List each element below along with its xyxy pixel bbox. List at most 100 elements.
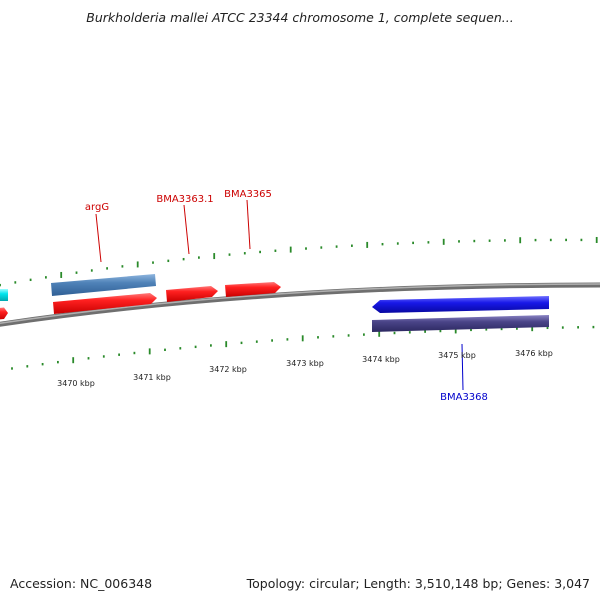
gene-label-argG[interactable]: argG: [85, 202, 109, 213]
inner-ring-major-tick: [72, 357, 75, 364]
inner-ring-minor-tick: [57, 360, 59, 364]
outer-ring-minor-tick: [427, 241, 430, 244]
scale-label-3475: 3475 kbp: [438, 351, 476, 360]
outer-ring-minor-tick: [167, 259, 170, 263]
inner-ring-major-tick: [301, 335, 304, 342]
scale-label-3472: 3472 kbp: [209, 365, 247, 374]
gene-steelblue[interactable]: [51, 274, 156, 296]
outer-ring-minor-tick: [565, 238, 567, 242]
inner-ring-major-tick: [378, 330, 381, 337]
outer-ring-minor-tick: [412, 241, 414, 245]
inner-ring-minor-tick: [500, 327, 503, 331]
outer-ring-minor-tick: [351, 244, 353, 247]
inner-ring-major-tick: [148, 348, 151, 355]
inner-ring-minor-tick: [11, 367, 13, 370]
gene-label-BMA3363.1[interactable]: BMA3363.1: [156, 194, 213, 205]
label-leader-BMA3365: [246, 199, 251, 250]
inner-ring-minor-tick: [133, 351, 136, 355]
inner-ring-minor-tick: [210, 344, 212, 347]
outer-ring-minor-tick: [29, 278, 32, 282]
outer-ring-minor-tick: [549, 238, 552, 242]
outer-ring-minor-tick: [335, 245, 338, 248]
outer-ring-minor-tick: [243, 252, 246, 255]
outer-ring-minor-tick: [488, 239, 491, 242]
inner-ring-minor-tick: [26, 365, 29, 368]
outer-ring-minor-tick: [534, 238, 537, 242]
outer-ring-minor-tick: [580, 238, 583, 242]
inner-ring-minor-tick: [317, 336, 319, 339]
inner-ring-minor-tick: [102, 355, 105, 358]
gene-slate[interactable]: [372, 315, 549, 332]
scale-label-3471: 3471 kbp: [133, 373, 171, 382]
inner-ring-major-tick: [225, 341, 228, 348]
inner-ring-major-tick: [454, 327, 457, 334]
outer-ring-minor-tick: [458, 240, 460, 243]
inner-ring-minor-tick: [271, 339, 273, 342]
inner-ring-minor-tick: [164, 348, 166, 352]
inner-ring-minor-tick: [118, 353, 120, 356]
gene-BMA3368[interactable]: [372, 296, 549, 313]
outer-ring-major-tick: [60, 271, 63, 278]
gene-BMA3363.1[interactable]: [166, 286, 218, 302]
outer-ring-major-tick: [213, 253, 216, 260]
gene-red-fragment[interactable]: [0, 307, 8, 320]
inner-ring-minor-tick: [561, 326, 564, 329]
scale-label-3473: 3473 kbp: [286, 359, 324, 368]
inner-ring-minor-tick: [194, 345, 197, 349]
inner-ring-minor-tick: [87, 357, 90, 360]
scale-label-3470: 3470 kbp: [57, 379, 95, 388]
outer-ring-minor-tick: [106, 267, 108, 270]
inner-ring-major-tick: [531, 325, 534, 332]
label-leader-argG: [95, 213, 102, 263]
outer-ring-minor-tick: [90, 269, 93, 272]
gene-label-BMA3365[interactable]: BMA3365: [224, 189, 272, 200]
inner-ring-minor-tick: [255, 340, 258, 343]
inner-ring-minor-tick: [439, 329, 442, 333]
scale-label-3476: 3476 kbp: [515, 349, 553, 358]
gene-BMA3365[interactable]: [225, 282, 281, 297]
inner-ring-minor-tick: [347, 334, 350, 337]
outer-ring-major-tick: [595, 236, 598, 243]
inner-ring-minor-tick: [393, 331, 396, 335]
outer-ring-minor-tick: [274, 249, 277, 252]
map-title: Burkholderia mallei ATCC 23344 chromosom…: [86, 10, 514, 25]
chromosome-backbone: [0, 282, 600, 327]
outer-ring-major-tick: [519, 237, 522, 244]
outer-ring-minor-tick: [396, 242, 399, 245]
outer-ring-minor-tick: [152, 261, 154, 264]
outer-ring-minor-tick: [320, 246, 323, 249]
inner-ring-minor-tick: [577, 326, 579, 329]
inner-ring-minor-tick: [470, 328, 472, 332]
outer-ring-minor-tick: [45, 276, 47, 279]
inner-ring-minor-tick: [424, 330, 426, 333]
summary-text: Topology: circular; Length: 3,510,148 bp…: [246, 576, 590, 591]
chromosome-backbone-highlight: [0, 283, 600, 325]
outer-ring-major-tick: [366, 241, 369, 248]
outer-tick-ring: [0, 236, 598, 287]
outer-ring-minor-tick: [75, 271, 78, 274]
inner-ring-minor-tick: [332, 335, 335, 338]
outer-ring-minor-tick: [259, 250, 261, 254]
gene-label-BMA3368[interactable]: BMA3368: [440, 392, 488, 403]
inner-ring-minor-tick: [363, 333, 365, 336]
outer-ring-minor-tick: [182, 257, 185, 261]
inner-ring-minor-tick: [408, 331, 411, 334]
outer-ring-minor-tick: [198, 256, 200, 259]
label-leader-BMA3363.1: [183, 204, 190, 255]
inner-ring-minor-tick: [516, 327, 518, 330]
inner-ring-minor-tick: [179, 347, 182, 350]
outer-ring-major-tick: [289, 246, 292, 253]
outer-ring-minor-tick: [473, 239, 476, 243]
inner-ring-minor-tick: [546, 326, 549, 330]
inner-ring-minor-tick: [592, 325, 595, 329]
gene-cyan-fragment[interactable]: [0, 289, 8, 301]
inner-tick-ring: [11, 325, 595, 370]
label-leader-BMA3368: [461, 343, 464, 391]
scale-label-3474: 3474 kbp: [362, 355, 400, 364]
gene-argG[interactable]: [53, 293, 157, 314]
inner-ring-minor-tick: [41, 362, 44, 366]
outer-ring-minor-tick: [305, 247, 307, 250]
outer-ring-minor-tick: [0, 283, 1, 287]
outer-ring-minor-tick: [14, 281, 17, 284]
